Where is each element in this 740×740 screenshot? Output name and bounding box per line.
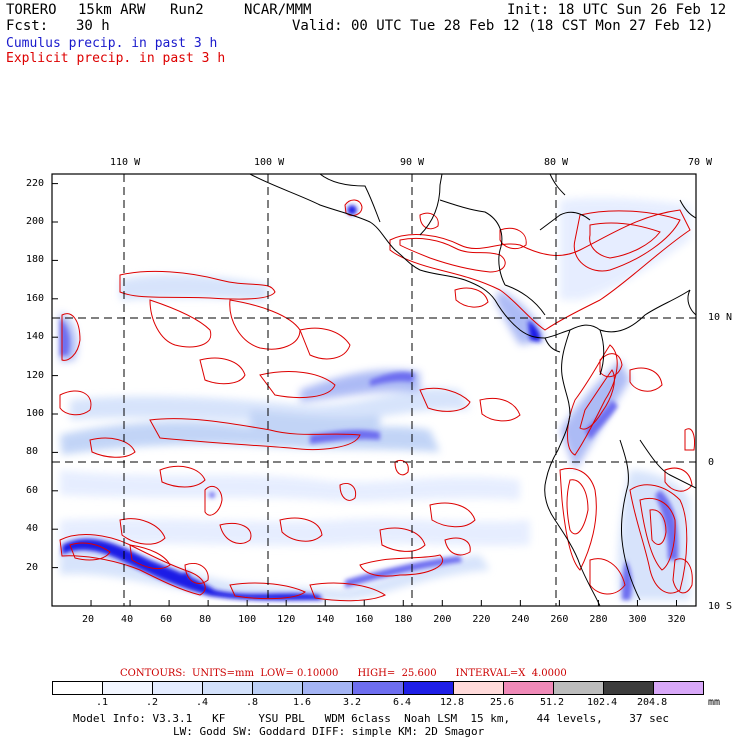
lon-label-90w: 90 W [400, 157, 425, 168]
lon-label-70w: 70 W [688, 157, 713, 168]
y-tick-label: 140 [26, 331, 45, 343]
color-legend [52, 681, 704, 695]
lon-label-110w: 110 W [110, 157, 141, 168]
color-legend-swatch [453, 682, 504, 694]
x-tick-label: 180 [394, 614, 413, 625]
x-tick-label: 120 [277, 614, 296, 625]
init-time: Init: 18 UTC Sun 26 Feb 12 [507, 2, 727, 18]
precip-field [52, 174, 696, 606]
y-tick-label: 40 [26, 523, 39, 535]
color-legend-label: 25.6 [490, 697, 515, 708]
x-tick-label: 280 [589, 614, 608, 625]
color-legend-label: .2 [146, 697, 159, 708]
lon-label-80w: 80 W [544, 157, 569, 168]
contours-info: CONTOURS: UNITS=mm LOW= 0.10000 HIGH= 25… [120, 668, 567, 679]
color-legend-swatch [503, 682, 554, 694]
y-tick-label: 80 [26, 446, 39, 458]
color-legend-label: .8 [246, 697, 259, 708]
color-legend-swatch [153, 682, 204, 694]
x-tick-label: 200 [433, 614, 452, 625]
y-tick-label: 160 [26, 292, 45, 304]
color-legend-swatch [203, 682, 254, 694]
x-tick-label: 260 [550, 614, 569, 625]
x-tick-label: 100 [238, 614, 257, 625]
x-tick-label: 240 [511, 614, 530, 625]
cumulus-precip-label: Cumulus precip. in past 3 h [6, 36, 218, 51]
color-legend-label: 204.8 [637, 697, 668, 708]
explicit-precip-label: Explicit precip. in past 3 h [6, 51, 226, 66]
color-legend-swatch [653, 682, 704, 694]
y-tick-label: 180 [26, 254, 45, 266]
lat-label-10n: 10 N [708, 312, 733, 323]
x-tick-label: 300 [628, 614, 647, 625]
x-tick-label: 60 [160, 614, 173, 625]
x-tick-label: 20 [82, 614, 95, 625]
x-tick-label: 220 [472, 614, 491, 625]
color-legend-label: 102.4 [587, 697, 618, 708]
color-legend-unit: mm [708, 697, 721, 708]
valid-time: Valid: 00 UTC Tue 28 Feb 12 (18 CST Mon … [292, 18, 714, 34]
forecast-label: Fcst: [6, 18, 49, 34]
physics-info: LW: Godd SW: Goddard DIFF: simple KM: 2D… [173, 725, 485, 738]
lat-label-10s: 10 S [708, 601, 733, 612]
x-tick-label: 80 [199, 614, 212, 625]
color-legend-label: 6.4 [393, 697, 412, 708]
color-legend-swatch [403, 682, 454, 694]
y-tick-label: 120 [26, 369, 45, 381]
y-tick-label: 20 [26, 561, 39, 573]
color-legend-label: 12.8 [440, 697, 465, 708]
color-legend-swatch [103, 682, 154, 694]
run-label: Run2 [170, 2, 204, 18]
y-tick-label: 100 [26, 408, 45, 419]
color-legend-label: 1.6 [293, 697, 312, 708]
x-tick-label: 320 [667, 614, 686, 625]
color-legend-label: 3.2 [343, 697, 362, 708]
x-tick-label: 160 [355, 614, 374, 625]
color-legend-swatch [553, 682, 604, 694]
y-tick-label: 200 [26, 216, 45, 227]
color-legend-label: 51.2 [540, 697, 565, 708]
map-frame [51, 173, 697, 607]
lat-label-0: 0 [708, 457, 715, 468]
lon-label-100w: 100 W [254, 157, 285, 168]
color-legend-swatch [53, 682, 104, 694]
color-legend-swatch [303, 682, 354, 694]
color-legend-label: .4 [196, 697, 209, 708]
x-tick-label: 40 [121, 614, 134, 625]
model-name: TORERO [6, 2, 57, 18]
org-label: NCAR/MMM [244, 2, 312, 18]
color-legend-label: .1 [96, 697, 109, 708]
resolution-label: 15km ARW [78, 2, 146, 18]
x-tick-label: 140 [316, 614, 335, 625]
model-info: Model Info: V3.3.1 KF YSU PBL WDM 6class… [73, 712, 670, 725]
y-tick-label: 60 [26, 484, 39, 496]
color-legend-swatch [253, 682, 304, 694]
color-legend-swatch [353, 682, 404, 694]
color-legend-swatch [603, 682, 654, 694]
forecast-hours: 30 h [76, 18, 110, 34]
y-tick-label: 220 [26, 177, 45, 189]
